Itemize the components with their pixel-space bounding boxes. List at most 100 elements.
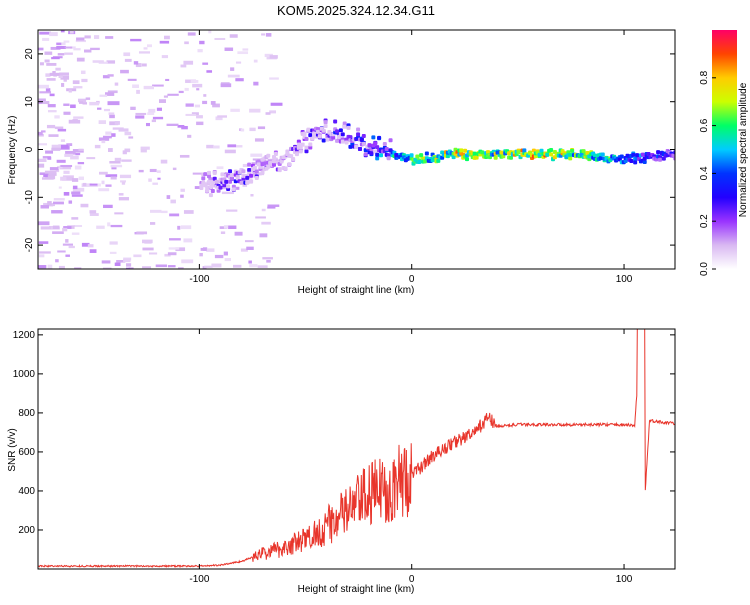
spectrogram-ridge-cell (203, 172, 208, 177)
spectrogram-noise-cell (87, 244, 94, 248)
spectrogram-noise-cell (224, 149, 236, 154)
spectrogram-noise-cell (229, 34, 238, 38)
spectrogram-noise-cell (38, 254, 45, 258)
spectrogram-noise-cell (199, 252, 203, 257)
spectrogram-xlabel: Height of straight line (km) (298, 285, 415, 296)
spectrogram-noise-cell (110, 176, 117, 180)
spectrogram-noise-cell (163, 95, 168, 98)
spectrogram-noise-cell (136, 231, 148, 235)
spectrogram-ridge-cell (451, 155, 456, 160)
spectrogram-noise-cell (185, 103, 194, 107)
spectrogram-ridge-cell (436, 158, 441, 163)
spectrogram-noise-cell (165, 78, 170, 82)
spectrogram-noise-cell (110, 164, 123, 168)
spectrogram-noise-cell (65, 239, 69, 243)
spectrogram-noise-cell (41, 130, 46, 133)
spectrogram-noise-cell (51, 144, 61, 149)
y-tick-label: 200 (18, 525, 35, 536)
spectrogram-noise-cell (138, 51, 150, 54)
spectrogram-ridge-cell (375, 156, 380, 161)
spectrogram-noise-cell (210, 101, 216, 105)
spectrogram-noise-cell (97, 107, 102, 110)
spectrogram-ridge-cell (585, 151, 590, 156)
spectrogram-noise-cell (142, 266, 152, 269)
spectrogram-noise-cell (101, 140, 106, 144)
spectrogram-ridge-cell (356, 132, 361, 137)
spectrogram-ridge-cell (249, 179, 254, 184)
spectrogram-ridge-cell (308, 142, 313, 147)
spectrogram-noise-cell (81, 78, 88, 83)
spectrogram-noise-cell (269, 55, 278, 59)
spectrogram-noise-cell (208, 30, 212, 34)
spectrogram-noise-cell (63, 103, 70, 106)
spectrogram-noise-cell (152, 116, 164, 120)
spectrogram-noise-cell (60, 139, 66, 142)
spectrogram-noise-cell (249, 127, 256, 132)
spectrogram-ridge-cell (633, 160, 638, 165)
spectrogram-noise-cell (148, 252, 158, 255)
spectrogram-ridge-cell (287, 162, 292, 167)
spectrogram-noise-cell (68, 200, 73, 204)
snr-axes: -100 0 100 200 400 600 800 1000 1200 (13, 329, 675, 585)
colorbar-gradient (712, 30, 737, 269)
spectrogram-ridge-cell (298, 149, 303, 154)
spectrogram-ridge-cell (231, 187, 236, 192)
spectrogram-ridge-cell (422, 159, 427, 164)
spectrogram-ylabel: Frequency (Hz) (7, 116, 18, 185)
y-tick-label: 600 (18, 447, 35, 458)
spectrogram-noise-cell (124, 148, 131, 153)
spectrogram-noise-cell (177, 124, 185, 128)
spectrogram-noise-cell (73, 225, 83, 228)
spectrogram-ridge-cell (409, 153, 414, 158)
spectrogram-noise-cell (72, 149, 84, 153)
spectrogram-ridge-cell (363, 152, 368, 157)
spectrogram-noise-cell (185, 113, 197, 116)
spectrogram-noise-cell (254, 138, 264, 142)
spectrogram-noise-cell (38, 47, 44, 51)
spectrogram-noise-cell (99, 94, 108, 97)
spectrogram-noise-cell (164, 253, 171, 257)
spectrogram-noise-cell (267, 204, 280, 207)
spectrogram-noise-cell (90, 47, 100, 51)
spectrogram-noise-cell (89, 249, 97, 253)
spectrogram-ridge-cell (424, 151, 429, 156)
spectrogram-ridge-cell (260, 170, 265, 175)
spectrogram-ridge-cell (321, 128, 326, 133)
spectrogram-ridge-cell (306, 127, 311, 132)
spectrogram-ridge-cell (199, 185, 204, 190)
spectrogram-noise-cell (44, 59, 50, 63)
spectrogram-ridge-cell (388, 138, 393, 143)
spectrogram-noise-cell (121, 159, 132, 162)
spectrogram-noise-cell (99, 171, 108, 175)
y-tick-label: 800 (18, 408, 35, 419)
spectrogram-noise-cell (38, 98, 46, 102)
spectrogram-noise-cell (136, 89, 140, 94)
spectrogram-noise-cell (86, 157, 96, 160)
spectrogram-noise-cell (107, 101, 120, 106)
spectrogram-noise-cell (39, 251, 51, 254)
spectrogram-noise-cell (242, 163, 249, 168)
spectrogram-noise-cell (220, 231, 226, 234)
spectrogram-ridge-cell (417, 160, 422, 165)
spectrogram-noise-cell (72, 185, 78, 190)
spectrogram-noise-cell (169, 213, 180, 217)
spectrogram-noise-cell (128, 267, 134, 269)
spectrogram-noise-cell (183, 238, 193, 243)
spectrogram-noise-cell (58, 186, 62, 189)
spectrogram-noise-cell (45, 73, 51, 77)
spectrogram-noise-cell (86, 184, 98, 188)
spectrogram-noise-cell (46, 62, 57, 66)
spectrogram-noise-cell (52, 225, 60, 230)
spectrogram-noise-cell (181, 125, 188, 130)
spectrogram-noise-cell (147, 44, 152, 48)
spectrogram-noise-cell (55, 259, 59, 263)
spectrogram-noise-cell (57, 250, 66, 253)
spectrogram-noise-cell (40, 226, 53, 230)
spectrogram-noise-cell (121, 181, 126, 185)
spectrogram-noise-cell (246, 246, 254, 250)
spectrogram-ridge-cell (493, 155, 498, 160)
spectrogram-noise-cell (167, 252, 177, 256)
spectrogram-noise-cell (106, 60, 116, 64)
spectrogram-noise-cell (92, 60, 104, 63)
spectrogram-noise-cell (135, 112, 147, 115)
